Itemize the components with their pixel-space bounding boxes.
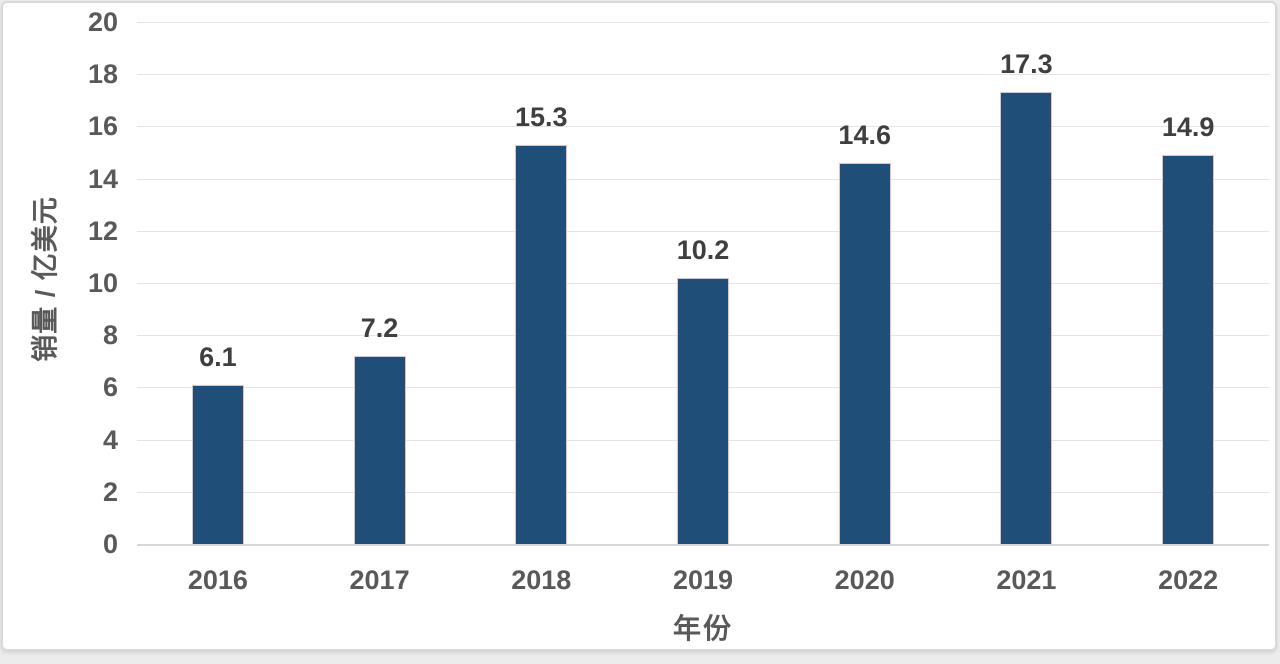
bar-value-label: 14.9 <box>1161 112 1215 143</box>
y-tick-label: 10 <box>87 268 118 298</box>
bar-2021 <box>1000 92 1053 544</box>
x-tick-label-2021: 2021 <box>996 565 1057 595</box>
bar-2020 <box>838 162 891 544</box>
y-tick-label: 14 <box>87 163 118 194</box>
bar-2016 <box>191 384 244 544</box>
bar-2017 <box>353 356 406 544</box>
bar-value-label: 6.1 <box>199 341 237 372</box>
bar-value-label: 17.3 <box>1000 49 1053 80</box>
x-axis-line <box>137 544 1269 546</box>
y-tick-label: 6 <box>102 372 118 403</box>
x-axis-title: 年份 <box>672 613 733 644</box>
x-tick-label-2016: 2016 <box>187 565 248 595</box>
y-tick-label: 12 <box>87 215 118 246</box>
gridline <box>137 74 1269 76</box>
bar-value-label: 15.3 <box>515 101 568 132</box>
gridline <box>137 126 1269 128</box>
y-tick-label: 0 <box>102 529 118 559</box>
gridline <box>137 22 1269 23</box>
x-tick-label-2018: 2018 <box>511 565 572 595</box>
x-tick-label-2017: 2017 <box>349 565 410 595</box>
bar-2019 <box>677 277 729 544</box>
x-tick-label-2019: 2019 <box>672 565 734 595</box>
bar-value-label: 14.6 <box>838 119 891 150</box>
y-tick-label: 20 <box>87 7 118 37</box>
bar-value-label: 7.2 <box>360 313 399 344</box>
bar-value-label: 10.2 <box>676 234 730 265</box>
y-tick-label: 18 <box>87 59 118 90</box>
gridline <box>137 230 1269 232</box>
y-tick-label: 8 <box>102 320 118 351</box>
bar-2022 <box>1162 155 1215 544</box>
plot-area: 6.1 7.2 15.3 10.2 14.6 17.3 14.9 <box>137 3 1269 664</box>
x-tick-label-2020: 2020 <box>834 565 895 595</box>
x-tick-label-2022: 2022 <box>1158 565 1219 595</box>
bar-2018 <box>515 144 568 544</box>
y-tick-label: 4 <box>102 424 118 455</box>
y-tick-label: 2 <box>102 476 118 507</box>
y-tick-label: 16 <box>87 111 118 142</box>
gridline <box>137 178 1269 180</box>
